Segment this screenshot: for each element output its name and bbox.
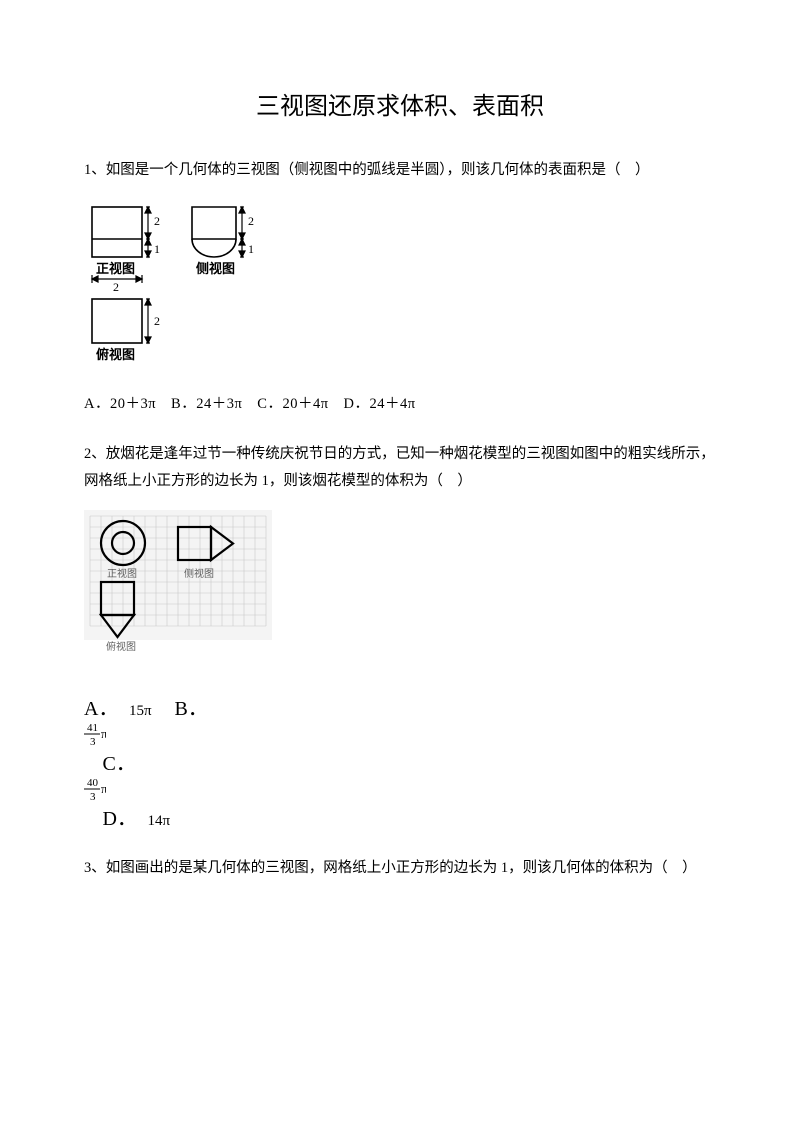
svg-text:π: π [101,726,106,741]
q2-side-label: 侧视图 [184,567,214,580]
q2-opt-c-value: 40 3 π [84,776,716,802]
q2-front-label: 正视图 [107,567,137,580]
q1-top-dim: 2 [154,314,160,328]
q2-top-label: 俯视图 [106,640,136,653]
q1-options: A．20＋3π B．24＋3π C．20＋4π D．24＋4π [84,392,716,413]
q1-side-label: 侧视图 [196,261,235,276]
q1-figure: 2 1 2 1 正视图 2 侧视图 2 俯视图 [84,199,716,374]
q2-opt-a-value: 15π [129,703,152,719]
svg-text:41: 41 [87,722,98,734]
q2-opt-d-label: D． [103,808,137,830]
q2-opt-b-label: B． [175,698,208,720]
q1-front-label: 正视图 [96,261,135,276]
q2-opt-a-label: A． [84,698,118,720]
q1-dim-side-bot: 1 [248,242,254,256]
q2-text: 2、放烟花是逢年过节一种传统庆祝节日的方式，已知一种烟花模型的三视图如图中的粗实… [84,441,716,496]
q1-dim-front-bot: 1 [154,242,160,256]
q2-opt-d-value: 14π [147,813,170,829]
svg-text:40: 40 [87,777,99,789]
svg-text:π: π [101,781,106,796]
q1-dim-side-top: 2 [248,214,254,228]
q1-text: 1、如图是一个几何体的三视图（侧视图中的弧线是半圆），则该几何体的表面积是（ ） [84,157,716,185]
q2-options: A． 15π B． 41 3 π C． 40 3 π D． 14π [84,692,716,831]
q1-top-label: 俯视图 [96,347,135,362]
q3-text: 3、如图画出的是某几何体的三视图，网格纸上小正方形的边长为 1，则该几何体的体积… [84,855,716,883]
page-title: 三视图还原求体积、表面积 [84,86,716,121]
q2-figure: 正视图 侧视图 俯视图 [84,510,716,670]
q2-opt-b-value: 41 3 π [84,721,716,747]
q2-opt-c-label: C． [103,753,136,775]
svg-text:3: 3 [90,736,96,747]
q1-width-dim: 2 [113,280,119,294]
q1-dim-front-top: 2 [154,214,160,228]
svg-text:3: 3 [90,791,96,802]
